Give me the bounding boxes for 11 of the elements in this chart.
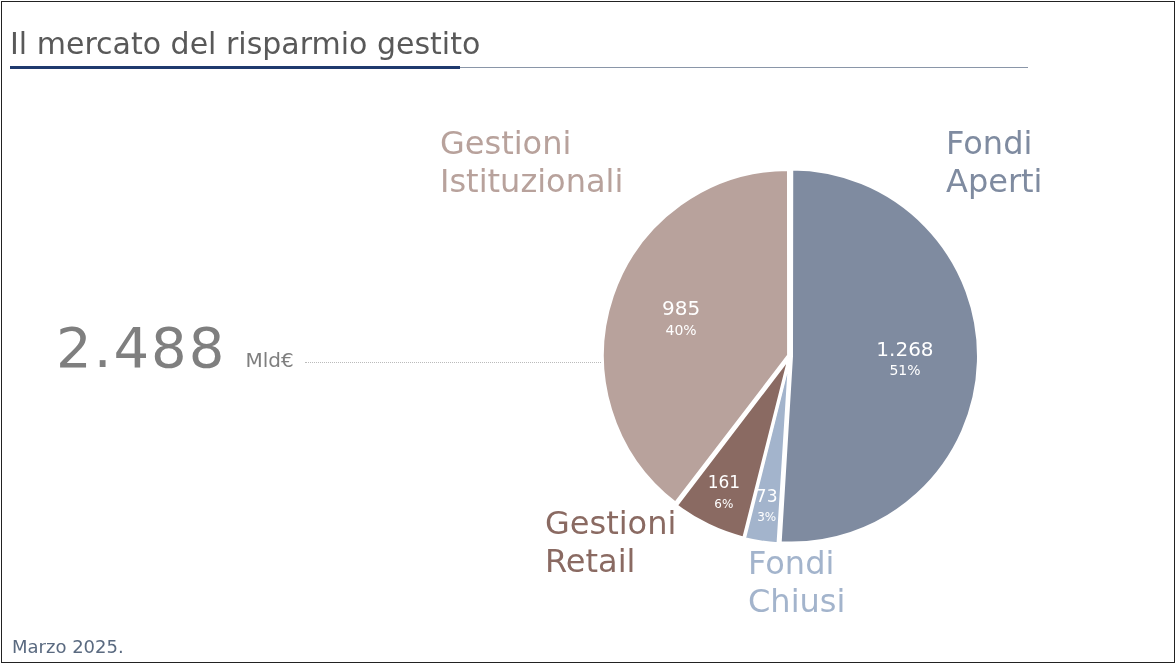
data-label: 1.268 51% [876, 336, 934, 379]
data-label: 161 6% [707, 472, 741, 512]
slice-label: Fondi Aperti [946, 124, 1043, 200]
data-label: 985 40% [661, 296, 701, 338]
text: Marzo 2025. [12, 636, 124, 657]
slice-label: Fondi Chiusi [748, 544, 846, 620]
slice-label: Gestioni Istituzionali [440, 124, 624, 200]
chart-title: Il mercato del risparmio gestito [10, 26, 481, 61]
text: 2.488 Mld€ [56, 315, 294, 380]
slice-label: Gestioni Retail [545, 504, 677, 580]
data-label: 73 3% [755, 485, 778, 525]
